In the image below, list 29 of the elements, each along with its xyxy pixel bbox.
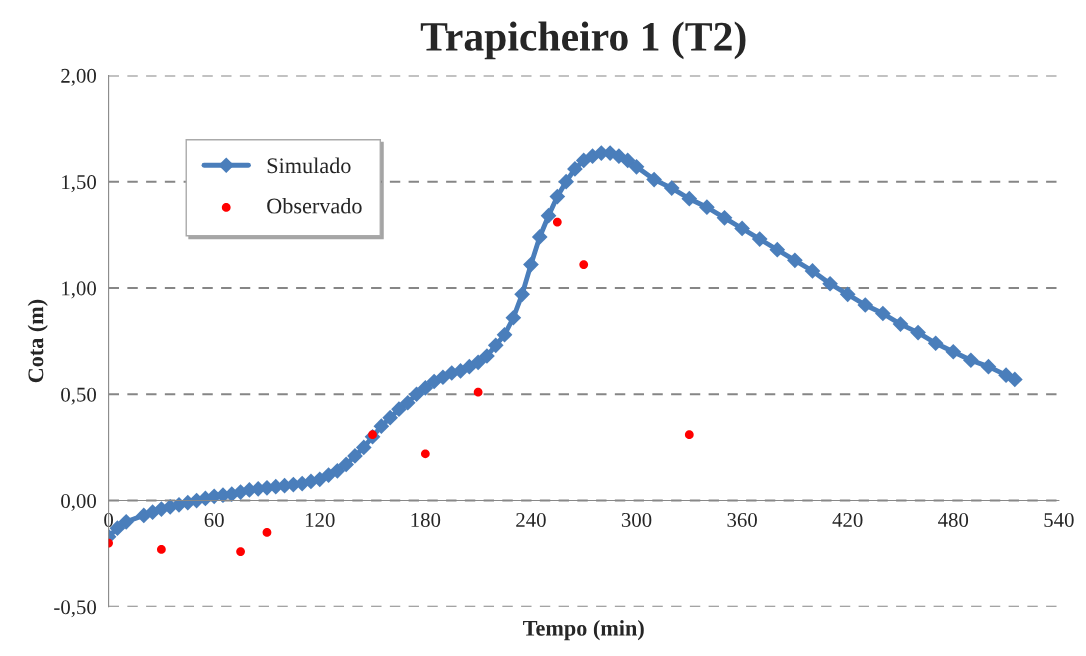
y-tick-label: 1,00 [62,281,96,299]
y-tick-label: 0,00 [61,493,96,511]
x-tick-label: 360 [727,512,757,527]
y-tick-label: -0,50 [54,600,96,618]
y-axis-title: Cota (m) [27,299,48,383]
x-tick-label: 0 [104,512,114,527]
point [262,528,272,537]
x-tick-label: 480 [938,512,969,527]
x-tick-label: 540 [1044,512,1074,527]
point [579,260,589,269]
point [552,217,562,227]
point [684,430,694,440]
x-tick-label: 240 [516,512,546,527]
x-tick-label: 420 [832,512,863,527]
x-tick-label: 180 [411,512,441,527]
point [420,449,430,459]
point [473,387,483,397]
legend-label: Simulado [267,157,351,174]
y-tick-label: 0,50 [61,387,96,405]
x-tick-label: 120 [305,512,335,527]
legend-label: Observado [267,197,362,214]
y-tick-label: 2,00 [61,68,96,86]
point [157,545,166,554]
point [236,547,245,556]
chart-title: Trapicheiro 1 (T2) [420,21,746,60]
x-axis-title: Tempo (min) [523,620,644,641]
x-tick-label: 300 [621,512,652,527]
y-tick-label: 1,50 [62,175,96,193]
x-tick-label: 60 [204,512,224,527]
